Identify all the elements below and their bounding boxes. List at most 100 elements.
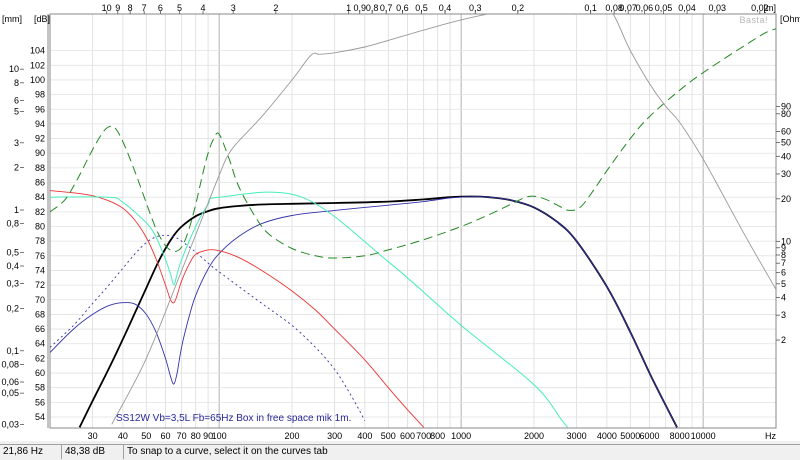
db-tick-label: 86 — [35, 178, 45, 188]
x-tick-label: 40 — [118, 431, 128, 441]
x-tick-label: 50 — [141, 431, 151, 441]
top-tick-label: 10 — [102, 3, 112, 13]
db-tick-label: 62 — [35, 353, 45, 363]
curves[interactable] — [50, 5, 776, 428]
db-tick-label: 84 — [35, 192, 45, 202]
db-tick-label: 64 — [35, 339, 45, 349]
db-tick-label: 88 — [35, 163, 45, 173]
top-tick-label: 0,3 — [469, 3, 482, 13]
db-tick-label: 70 — [35, 295, 45, 305]
top-tick-label: 0,7 — [380, 3, 393, 13]
mm-tick-label: 0,8 — [6, 219, 19, 229]
top-tick-label: 6 — [158, 3, 163, 13]
mm-tick-label: 0,06 — [1, 377, 19, 387]
x-tick-label: 6000 — [639, 431, 659, 441]
mm-tick-label: 10 — [9, 64, 19, 74]
db-tick-label: 96 — [35, 104, 45, 114]
ohm-tick-label: 6 — [781, 268, 786, 278]
mm-tick-label: 0,08 — [1, 359, 19, 369]
ohm-tick-label: 5 — [781, 279, 786, 289]
ohm-tick-label: 2 — [781, 335, 786, 345]
x-tick-label: 1000 — [451, 431, 471, 441]
mm-axis-unit: [mm] — [2, 14, 22, 24]
x-tick-label: 500 — [381, 431, 396, 441]
top-tick-label: 0,06 — [636, 3, 654, 13]
mm-tick-label: 5 — [14, 107, 19, 117]
mm-tick-label: 6 — [14, 95, 19, 105]
db-tick-label: 66 — [35, 324, 45, 334]
mm-tick-label: 2 — [14, 163, 19, 173]
status-frequency: 21,86 Hz — [0, 445, 62, 459]
db-tick-label: 104 — [30, 46, 45, 56]
db-tick-label: 74 — [35, 265, 45, 275]
db-tick-label: 98 — [35, 90, 45, 100]
db-tick-label: 94 — [35, 119, 45, 129]
x-tick-label: 5000 — [620, 431, 640, 441]
x-tick-label: 700 — [416, 431, 431, 441]
x-tick-label: 600 — [400, 431, 415, 441]
mm-tick-label: 0,05 — [1, 388, 19, 398]
db-tick-label: 78 — [35, 236, 45, 246]
plot-frame — [49, 13, 777, 429]
ohm-tick-label: 10 — [781, 236, 791, 246]
db-tick-label: 56 — [35, 397, 45, 407]
status-hint: To snap to a curve, select it on the cur… — [127, 446, 328, 457]
status-bar: 21,86 Hz 48,38 dB To snap to a curve, se… — [0, 444, 800, 460]
ohm-tick-label: 7 — [781, 258, 786, 268]
chart-axes — [20, 11, 780, 429]
x-tick-label: 8000 — [670, 431, 690, 441]
db-tick-label: 92 — [35, 134, 45, 144]
top-tick-label: 3 — [231, 3, 236, 13]
db-tick-label: 60 — [35, 368, 45, 378]
x-tick-label: 3000 — [567, 431, 587, 441]
mm-tick-label: 3 — [14, 138, 19, 148]
x-tick-label: 400 — [357, 431, 372, 441]
top-tick-label: 0,02 — [751, 3, 769, 13]
curve-cone_spl[interactable] — [50, 190, 425, 428]
db-tick-label: 82 — [35, 207, 45, 217]
top-tick-label: 0,6 — [396, 3, 409, 13]
top-tick-label: 0,1 — [584, 3, 597, 13]
ohm-tick-label: 80 — [781, 109, 791, 119]
db-tick-label: 72 — [35, 280, 45, 290]
x-tick-label: 60 — [160, 431, 170, 441]
x-tick-label: 90 — [203, 431, 213, 441]
ohm-tick-label: 40 — [781, 151, 791, 161]
mm-tick-label: 1 — [14, 205, 19, 215]
mm-tick-label: 0,1 — [6, 346, 19, 356]
curve-excursion[interactable] — [50, 191, 568, 428]
x-tick-label: 70 — [177, 431, 187, 441]
mm-tick-label: 0,4 — [6, 261, 19, 271]
ohm-axis-unit: [Ohm] — [780, 14, 800, 24]
top-axis-unit: [m] — [764, 3, 777, 13]
top-tick-label: 0,2 — [512, 3, 525, 13]
x-tick-label: 300 — [327, 431, 342, 441]
top-tick-label: 0,07 — [619, 3, 637, 13]
curve-impedance[interactable] — [50, 28, 776, 259]
mm-tick-label: 8 — [14, 78, 19, 88]
curve-port_alt[interactable] — [50, 234, 366, 421]
top-tick-label: 7 — [142, 3, 147, 13]
top-tick-label: 0,9 — [354, 3, 367, 13]
ohm-tick-label: 50 — [781, 138, 791, 148]
chart-annotation: SS12W Vb=3,5L Fb=65Hz Box in free space … — [116, 413, 351, 424]
top-tick-label: 0,5 — [415, 3, 428, 13]
mm-tick-label: 0,2 — [6, 303, 19, 313]
ohm-tick-label: 8 — [781, 250, 786, 260]
mm-tick-label: 0,3 — [6, 279, 19, 289]
top-tick-label: 8 — [128, 3, 133, 13]
top-tick-label: 9 — [115, 3, 120, 13]
x-tick-label: 2000 — [524, 431, 544, 441]
x-tick-label: 100 — [212, 431, 227, 441]
curve-spl[interactable] — [78, 195, 678, 428]
db-tick-label: 58 — [35, 383, 45, 393]
curve-power[interactable] — [111, 5, 776, 425]
curve-port_spl[interactable] — [50, 196, 678, 428]
top-tick-label: 0,08 — [605, 3, 623, 13]
x-tick-label: 200 — [284, 431, 299, 441]
db-tick-label: 54 — [35, 412, 45, 422]
x-axis-unit: Hz — [765, 431, 776, 441]
top-tick-label: 4 — [200, 3, 205, 13]
